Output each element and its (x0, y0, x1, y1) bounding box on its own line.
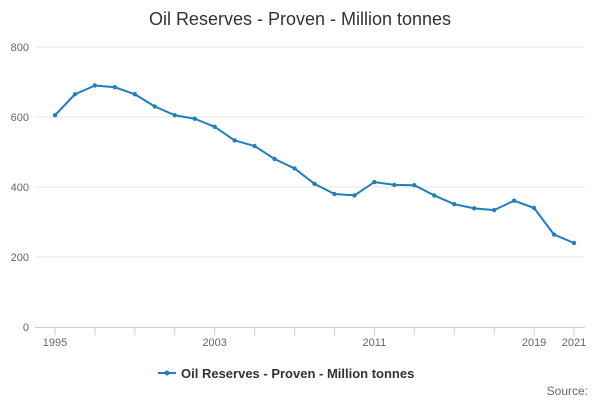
x-tick-label-2011: 2011 (363, 337, 387, 349)
source-label: Source: (547, 384, 588, 398)
data-point-2011[interactable] (372, 179, 377, 185)
x-tick-label-2021: 2021 (562, 337, 586, 349)
x-axis: 1995 2003 2011 2019 2021 (35, 327, 586, 349)
y-tick-label-600: 600 (11, 112, 29, 124)
data-point-2020[interactable] (551, 232, 557, 237)
data-point-1997[interactable] (92, 83, 98, 88)
legend[interactable]: Oil Reserves - Proven - Million tonnes (158, 366, 414, 381)
data-point-2021[interactable] (571, 240, 577, 246)
data-point-2005[interactable] (252, 143, 257, 149)
data-point-2004[interactable] (232, 138, 237, 143)
data-point-2006[interactable] (272, 156, 277, 162)
series-line-0 (54, 84, 575, 244)
data-point-2008[interactable] (312, 181, 317, 187)
data-point-2017[interactable] (491, 207, 497, 213)
y-tick-label-200: 200 (11, 252, 29, 264)
data-point-2007[interactable] (292, 166, 297, 171)
data-point-2010[interactable] (352, 193, 357, 198)
data-point-2012[interactable] (392, 182, 397, 188)
data-point-2003[interactable] (212, 124, 217, 129)
chart-title: Oil Reserves - Proven - Million tonnes (149, 9, 451, 29)
data-point-1999[interactable] (132, 92, 138, 97)
data-point-1995[interactable] (52, 113, 58, 118)
grid-lines (35, 46, 585, 258)
y-axis-tick-labels: 0 200 400 600 800 (11, 42, 29, 334)
data-point-2018[interactable] (511, 198, 517, 203)
data-point-1998[interactable] (112, 85, 118, 90)
data-point-2009[interactable] (332, 191, 337, 197)
series-layer (52, 83, 577, 246)
data-point-2014[interactable] (432, 193, 437, 198)
data-point-2019[interactable] (531, 205, 537, 211)
data-point-2016[interactable] (471, 206, 477, 211)
data-point-1996[interactable] (72, 92, 78, 97)
data-point-2001[interactable] (172, 113, 177, 118)
x-tick-label-2003: 2003 (202, 337, 226, 349)
x-tick-label-2019: 2019 (522, 337, 546, 349)
x-tick-label-1995: 1995 (43, 337, 67, 349)
y-tick-label-800: 800 (11, 42, 29, 54)
legend-point-marker (164, 370, 170, 376)
data-point-2015[interactable] (452, 201, 457, 207)
data-point-2013[interactable] (412, 183, 417, 188)
legend-label: Oil Reserves - Proven - Million tonnes (181, 366, 414, 381)
data-point-2002[interactable] (192, 116, 197, 121)
data-point-2000[interactable] (152, 104, 158, 109)
y-tick-label-400: 400 (11, 182, 29, 194)
y-tick-label-0: 0 (23, 322, 29, 334)
